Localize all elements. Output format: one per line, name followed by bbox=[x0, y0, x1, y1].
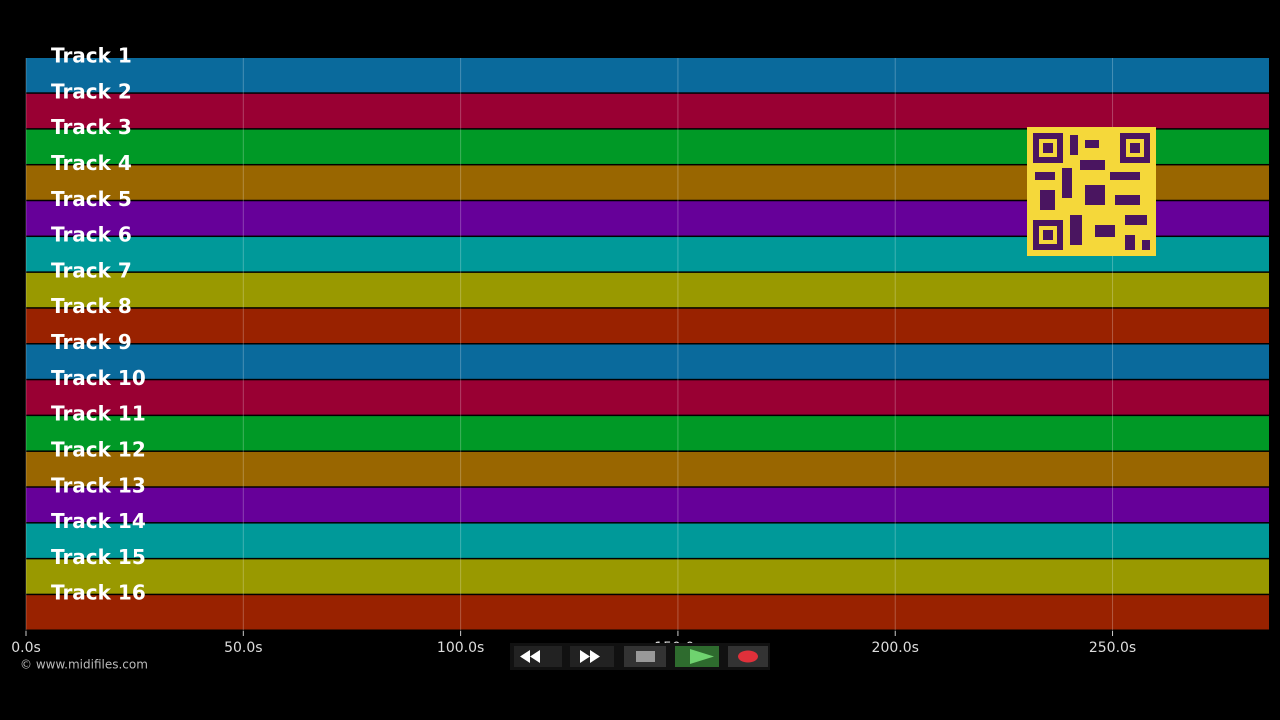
tick-label: 200.0s bbox=[872, 640, 919, 656]
track-band bbox=[26, 559, 1269, 594]
qr-code bbox=[1027, 127, 1156, 256]
track-band bbox=[26, 272, 1269, 308]
track-label: Track 5 bbox=[51, 187, 132, 211]
track-label: Track 6 bbox=[51, 223, 132, 247]
track-band bbox=[26, 308, 1269, 343]
record-button[interactable] bbox=[728, 646, 768, 667]
rewind-button[interactable] bbox=[514, 646, 562, 667]
track-label: Track 2 bbox=[51, 79, 132, 103]
fast-forward-button[interactable] bbox=[570, 646, 614, 667]
track-band bbox=[26, 380, 1269, 415]
tick-label: 100.0s bbox=[437, 640, 484, 656]
track-label: Track 14 bbox=[51, 509, 146, 533]
tick-label: 250.0s bbox=[1089, 640, 1136, 656]
track-band bbox=[26, 58, 1269, 93]
track-label: Track 4 bbox=[51, 151, 132, 175]
track-band bbox=[26, 93, 1269, 129]
track-label: Track 3 bbox=[51, 115, 132, 139]
stop-button[interactable] bbox=[624, 646, 666, 667]
track-label: Track 1 bbox=[51, 44, 132, 68]
track-label: Track 9 bbox=[51, 330, 132, 354]
track-label: Track 10 bbox=[51, 366, 146, 390]
transport-controls bbox=[510, 643, 770, 670]
track-label: Track 12 bbox=[51, 437, 146, 461]
track-band bbox=[26, 416, 1269, 451]
track-label: Track 15 bbox=[51, 545, 146, 569]
tick-label: 50.0s bbox=[224, 640, 262, 656]
track-label: Track 7 bbox=[51, 258, 132, 282]
track-band bbox=[26, 451, 1269, 487]
play-button[interactable] bbox=[675, 646, 719, 667]
track-band bbox=[26, 595, 1269, 630]
track-label: Track 16 bbox=[51, 581, 146, 605]
track-label: Track 13 bbox=[51, 473, 146, 497]
track-labels: Track 1 Track 2 Track 3 Track 4 Track 5 Track… bbox=[51, 44, 146, 605]
track-band bbox=[26, 487, 1269, 523]
track-band bbox=[26, 523, 1269, 558]
tick-label: 0.0s bbox=[11, 640, 41, 656]
track-label: Track 11 bbox=[51, 402, 146, 426]
track-band bbox=[26, 344, 1269, 379]
copyright: © www.midifiles.com bbox=[20, 658, 148, 672]
track-label: Track 8 bbox=[51, 294, 132, 318]
